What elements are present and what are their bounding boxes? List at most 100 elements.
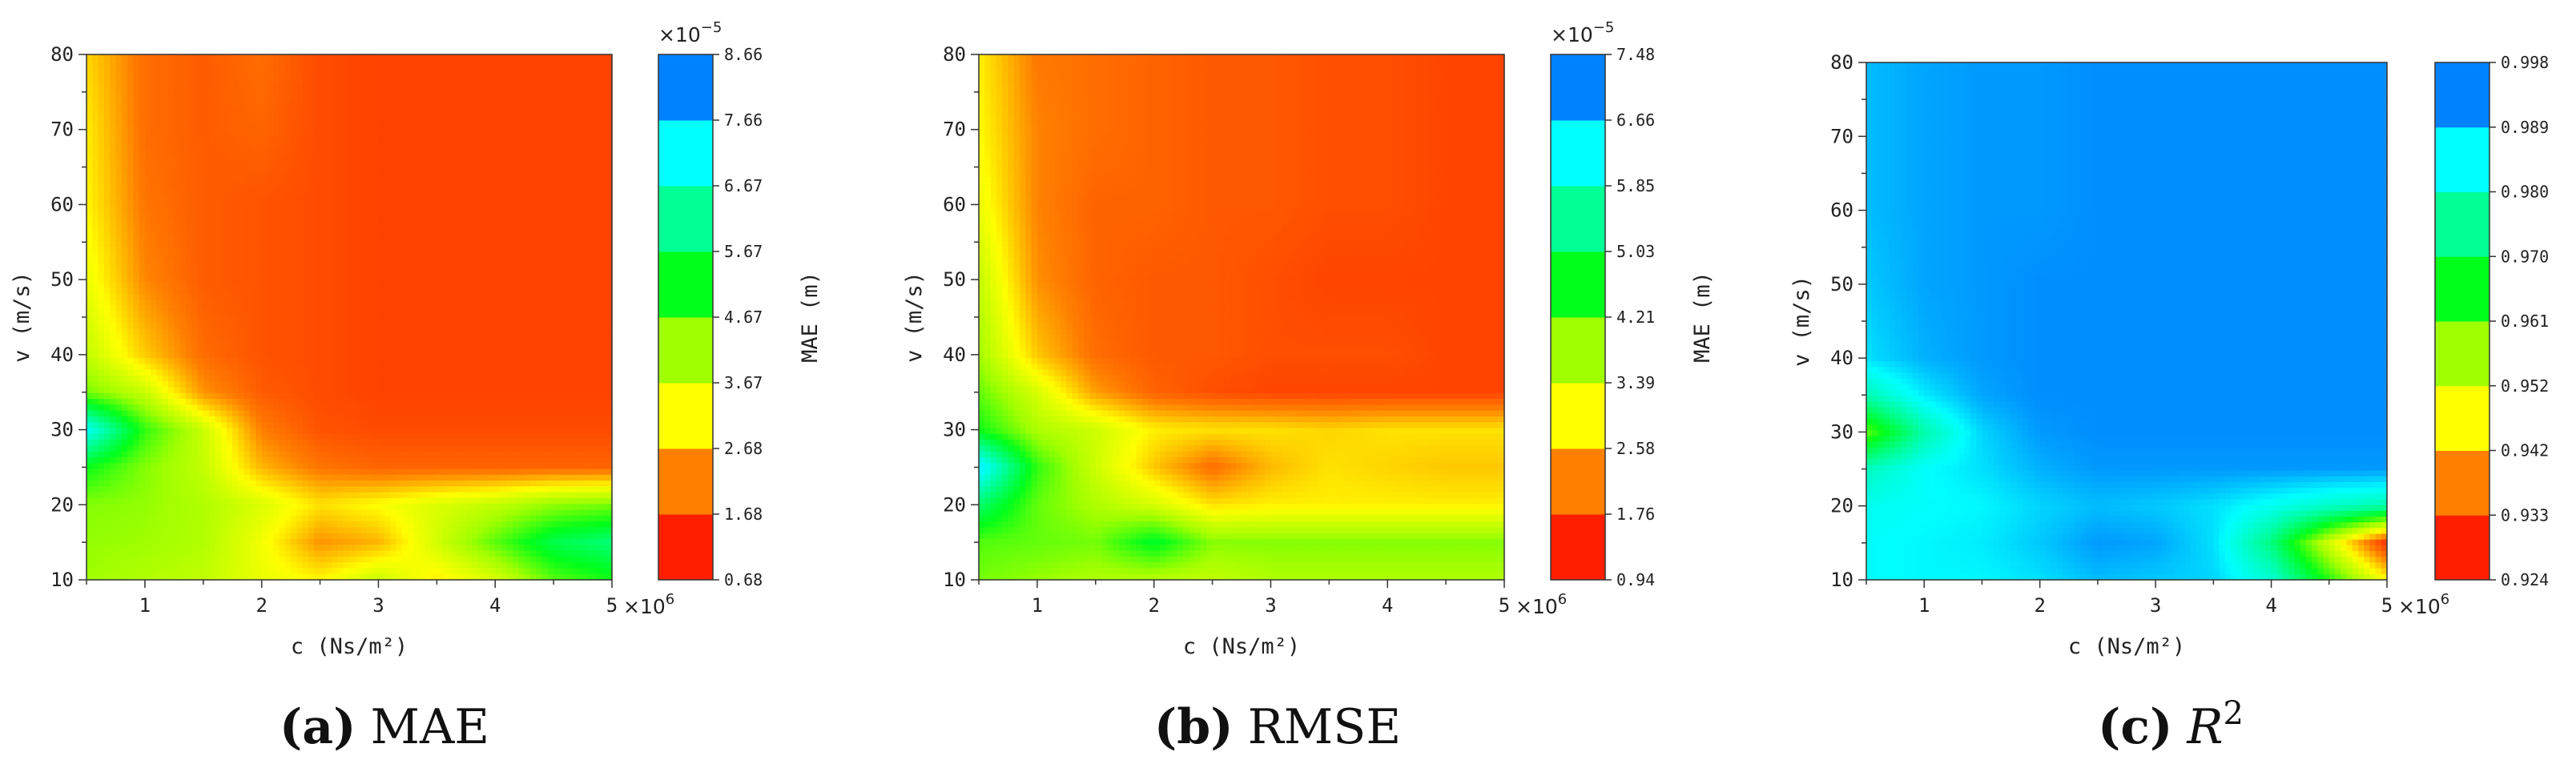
heatmap-cell — [314, 241, 320, 247]
heatmap-cell — [127, 189, 134, 195]
heatmap-cell — [518, 358, 525, 364]
heatmap-cell — [232, 340, 239, 347]
heatmap-cell — [425, 177, 432, 183]
heatmap-cell — [332, 78, 338, 84]
heatmap-cell — [372, 340, 379, 347]
heatmap-cell — [372, 317, 379, 324]
heatmap-cell — [472, 207, 478, 213]
heatmap-cell — [571, 335, 578, 341]
heatmap-cell — [583, 300, 590, 306]
heatmap-cell — [577, 124, 583, 131]
heatmap-cell — [355, 329, 361, 336]
heatmap-cell — [431, 95, 437, 102]
heatmap-cell — [583, 66, 590, 73]
heatmap-cell — [163, 300, 169, 306]
heatmap-cell — [484, 230, 490, 236]
heatmap-cell — [525, 335, 531, 341]
heatmap-cell — [372, 259, 379, 265]
heatmap-cell — [115, 66, 122, 73]
heatmap-cell — [419, 159, 425, 166]
heatmap-cell — [437, 370, 443, 376]
heatmap-cell — [221, 264, 227, 271]
heatmap-cell — [484, 259, 490, 265]
heatmap-cell — [180, 189, 187, 195]
heatmap-cell — [308, 317, 315, 324]
heatmap-cell — [571, 142, 578, 148]
heatmap-cell — [99, 183, 105, 189]
heatmap-cell — [139, 230, 146, 236]
heatmap-cell — [133, 119, 139, 125]
heatmap-cell — [507, 183, 513, 189]
heatmap-cell — [326, 54, 332, 61]
heatmap-cell — [215, 358, 221, 364]
heatmap-cell — [191, 113, 198, 119]
heatmap-cell — [454, 165, 461, 171]
heatmap-cell — [449, 95, 455, 102]
heatmap-cell — [484, 241, 490, 247]
heatmap-cell — [449, 72, 455, 78]
heatmap-cell — [408, 364, 414, 370]
heatmap-cell — [174, 364, 180, 370]
heatmap-cell — [280, 183, 286, 189]
heatmap-cell — [332, 136, 338, 143]
heatmap-cell — [203, 195, 210, 201]
heatmap-cell — [122, 223, 128, 230]
heatmap-cell — [577, 60, 583, 66]
heatmap-cell — [390, 259, 396, 265]
heatmap-cell — [308, 282, 315, 288]
heatmap-cell — [501, 305, 508, 312]
heatmap-cell — [332, 131, 338, 137]
heatmap-cell — [250, 101, 256, 107]
heatmap-cell — [244, 235, 251, 242]
heatmap-cell — [566, 83, 572, 90]
heatmap-cell — [530, 119, 537, 125]
heatmap-cell — [367, 305, 373, 312]
heatmap-cell — [191, 148, 198, 155]
heatmap-cell — [104, 241, 111, 247]
heatmap-cell — [384, 323, 391, 329]
heatmap-cell — [384, 276, 391, 283]
heatmap-cell — [466, 235, 473, 242]
heatmap-cell — [308, 329, 315, 336]
heatmap-cell — [197, 358, 203, 364]
heatmap-cell — [250, 230, 256, 236]
heatmap-cell — [273, 376, 280, 382]
heatmap-cell — [472, 159, 478, 166]
heatmap-cell — [518, 253, 525, 259]
heatmap-cell — [92, 195, 99, 201]
heatmap-cell — [460, 124, 466, 131]
heatmap-cell — [548, 312, 554, 318]
heatmap-cell — [104, 95, 111, 102]
heatmap-cell — [355, 276, 361, 283]
heatmap-cell — [390, 218, 396, 224]
heatmap-cell — [378, 148, 384, 155]
heatmap-cell — [530, 154, 537, 160]
heatmap-cell — [361, 113, 368, 119]
heatmap-cell — [349, 200, 356, 207]
heatmap-cell — [314, 159, 320, 166]
heatmap-cell — [227, 177, 233, 183]
heatmap-cell — [191, 90, 198, 96]
heatmap-cell — [104, 218, 111, 224]
heatmap-cell — [296, 305, 303, 312]
heatmap-cell — [268, 177, 274, 183]
heatmap-cell — [530, 54, 537, 61]
heatmap-cell — [589, 264, 595, 271]
heatmap-cell — [425, 95, 432, 102]
heatmap-cell — [402, 253, 409, 259]
heatmap-cell — [443, 83, 449, 90]
heatmap-cell — [477, 223, 484, 230]
heatmap-cell — [227, 253, 233, 259]
heatmap-cell — [431, 78, 437, 84]
heatmap-cell — [408, 259, 414, 265]
heatmap-cell — [127, 183, 134, 189]
heatmap-cell — [548, 119, 554, 125]
heatmap-cell — [168, 253, 175, 259]
heatmap-cell — [203, 124, 210, 131]
heatmap-cell — [115, 83, 122, 90]
heatmap-cell — [372, 335, 379, 341]
heatmap-cell — [518, 124, 525, 131]
heatmap-cell — [337, 131, 344, 137]
heatmap-cell — [472, 189, 478, 195]
heatmap-cell — [408, 230, 414, 236]
